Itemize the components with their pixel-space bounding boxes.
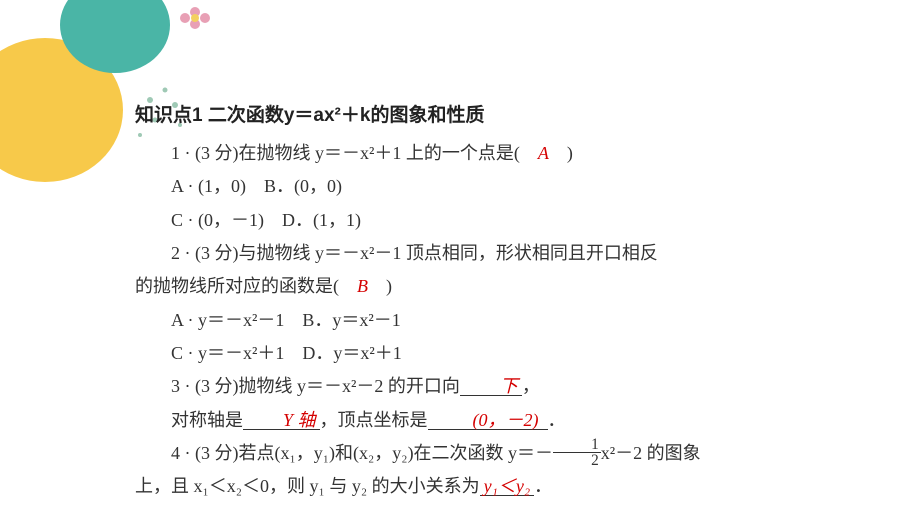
q3-end: ． — [548, 410, 566, 430]
q4-post1: x²－2 的图象 — [601, 443, 701, 463]
q3-pre: 3 · (3 分)抛物线 y＝－x²－2 的开口向 — [171, 376, 460, 396]
q4-end: ． — [534, 476, 552, 496]
q1-options-b: C · (0，－1) D．(1，1) — [135, 204, 875, 237]
q3-mid: ， — [522, 376, 540, 396]
q2-text2: 的抛物线所对应的函数是( — [135, 276, 357, 296]
q4-line2: 上，且 x₁＜x₂＜0，则 y₁ 与 y₂ 的大小关系为y₁＜y₂． — [135, 470, 875, 503]
frac-num: 1 — [553, 437, 601, 453]
q3-line1: 3 · (3 分)抛物线 y＝－x²－2 的开口向 下， — [135, 370, 875, 403]
q3-answer-3: (0，－2) — [473, 410, 539, 430]
q4-pre1: 4 · (3 分)若点(x₁，y₁)和(x₂，y₂)在二次函数 y＝－ — [171, 443, 553, 463]
q1-tail: ) — [549, 143, 573, 163]
q3-answer-1: 下 — [500, 376, 518, 396]
frac-den: 2 — [553, 453, 601, 468]
q3-line2b: ，顶点坐标是 — [320, 410, 428, 430]
q2-options-b: C · y＝－x²＋1 D．y＝x²＋1 — [135, 337, 875, 370]
fraction-half: 12 — [553, 437, 601, 469]
q4-line2a: 上，且 x₁＜x₂＜0，则 y₁ 与 y₂ 的大小关系为 — [135, 476, 480, 496]
q1-options-a: A · (1，0) B．(0，0) — [135, 170, 875, 203]
section-heading: 知识点1 二次函数y＝ax²＋k的图象和性质 — [135, 98, 875, 133]
q2-answer: B — [357, 276, 368, 296]
q1-stem: 1 · (3 分)在抛物线 y＝－x²＋1 上的一个点是( A ) — [135, 137, 875, 170]
q2-tail: ) — [368, 276, 392, 296]
slide-content: 知识点1 二次函数y＝ax²＋k的图象和性质 1 · (3 分)在抛物线 y＝－… — [135, 98, 875, 504]
q4-answer: y₁＜y₂ — [484, 476, 531, 496]
q4-line1: 4 · (3 分)若点(x₁，y₁)和(x₂，y₂)在二次函数 y＝－12x²－… — [135, 437, 875, 471]
q3-line2: 对称轴是 Y 轴，顶点坐标是 (0，－2) ． — [135, 404, 875, 437]
q1-answer: A — [538, 143, 549, 163]
q2-options-a: A · y＝－x²－1 B．y＝x²－1 — [135, 304, 875, 337]
q2-stem-1: 2 · (3 分)与抛物线 y＝－x²－1 顶点相同，形状相同且开口相反 — [135, 237, 875, 270]
q3-line2a: 对称轴是 — [171, 410, 243, 430]
q2-stem-2: 的抛物线所对应的函数是( B ) — [135, 270, 875, 303]
q3-answer-2: Y 轴 — [283, 410, 316, 430]
q1-text: 1 · (3 分)在抛物线 y＝－x²＋1 上的一个点是( — [171, 143, 538, 163]
